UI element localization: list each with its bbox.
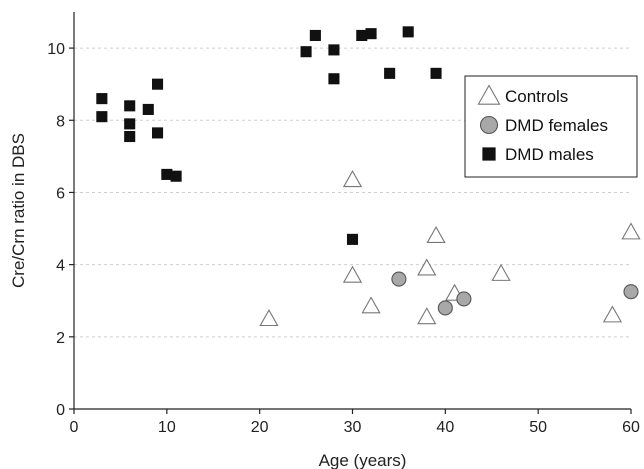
legend-marker-circle bbox=[479, 115, 499, 135]
y-tick-label-6: 6 bbox=[56, 185, 65, 202]
data-point-square-9 bbox=[170, 170, 182, 182]
y-tick-label-10: 10 bbox=[47, 41, 65, 58]
data-point-square-3 bbox=[124, 118, 136, 130]
data-point-square-14 bbox=[346, 233, 359, 245]
data-point-triangle-8 bbox=[491, 263, 511, 281]
data-point-triangle-4 bbox=[417, 258, 437, 276]
legend-marker-triangle bbox=[477, 84, 501, 105]
series-dmd-females bbox=[391, 271, 639, 316]
x-tick-label-10: 10 bbox=[158, 419, 176, 436]
y-tick-label-0: 0 bbox=[56, 402, 65, 419]
data-point-triangle-6 bbox=[426, 225, 446, 244]
data-point-triangle-0 bbox=[259, 308, 279, 327]
data-point-triangle-1 bbox=[342, 170, 363, 188]
y-tick-label-2: 2 bbox=[56, 330, 65, 347]
data-point-square-6 bbox=[152, 78, 164, 90]
legend-label: DMD males bbox=[505, 145, 594, 164]
x-tick-label-30: 30 bbox=[344, 419, 362, 436]
data-point-triangle-10 bbox=[621, 222, 641, 240]
data-point-square-10 bbox=[300, 46, 312, 58]
legend-label: Controls bbox=[505, 87, 568, 106]
x-axis-title: Age (years) bbox=[319, 451, 407, 469]
data-point-circle-0 bbox=[391, 271, 407, 287]
data-points bbox=[96, 26, 641, 327]
data-point-triangle-9 bbox=[602, 305, 623, 323]
data-point-triangle-5 bbox=[417, 307, 437, 325]
legend: Controls DMD females DMD males bbox=[464, 75, 638, 178]
data-point-circle-1 bbox=[437, 300, 453, 316]
x-tick-label-20: 20 bbox=[251, 419, 269, 436]
data-point-square-2 bbox=[124, 100, 136, 112]
data-point-circle-2 bbox=[456, 291, 472, 307]
data-point-square-18 bbox=[402, 26, 414, 38]
data-point-square-17 bbox=[384, 67, 396, 79]
axes bbox=[69, 12, 632, 414]
x-tick-label-50: 50 bbox=[529, 419, 547, 436]
data-point-square-11 bbox=[309, 29, 321, 41]
x-tick-label-40: 40 bbox=[436, 419, 454, 436]
data-point-square-7 bbox=[152, 127, 164, 139]
legend-marker-square bbox=[482, 147, 496, 161]
y-tick-label-8: 8 bbox=[56, 113, 65, 130]
data-point-square-8 bbox=[161, 168, 173, 180]
x-tick-label-0: 0 bbox=[70, 419, 79, 436]
data-point-square-15 bbox=[356, 29, 368, 41]
data-point-circle-3 bbox=[623, 284, 639, 300]
data-point-square-1 bbox=[96, 111, 108, 123]
data-point-square-4 bbox=[124, 130, 136, 143]
data-point-square-16 bbox=[365, 28, 377, 40]
series-controls bbox=[259, 170, 641, 327]
data-point-square-12 bbox=[328, 44, 340, 56]
y-tick-label-4: 4 bbox=[56, 258, 65, 275]
data-point-triangle-2 bbox=[342, 265, 363, 283]
data-point-triangle-3 bbox=[361, 296, 381, 314]
legend-label: DMD females bbox=[505, 116, 608, 135]
x-tick-label-60: 60 bbox=[622, 419, 640, 436]
data-point-square-13 bbox=[328, 73, 340, 85]
tick-labels: 0 2 4 6 8 10 0 10 20 30 40 50 60 bbox=[47, 41, 640, 436]
series-dmd-males bbox=[96, 26, 442, 245]
y-axis-title: Cre/Crn ratio in DBS bbox=[9, 133, 28, 288]
data-point-square-0 bbox=[96, 93, 108, 105]
data-point-square-19 bbox=[430, 67, 442, 79]
data-point-square-5 bbox=[142, 103, 154, 115]
